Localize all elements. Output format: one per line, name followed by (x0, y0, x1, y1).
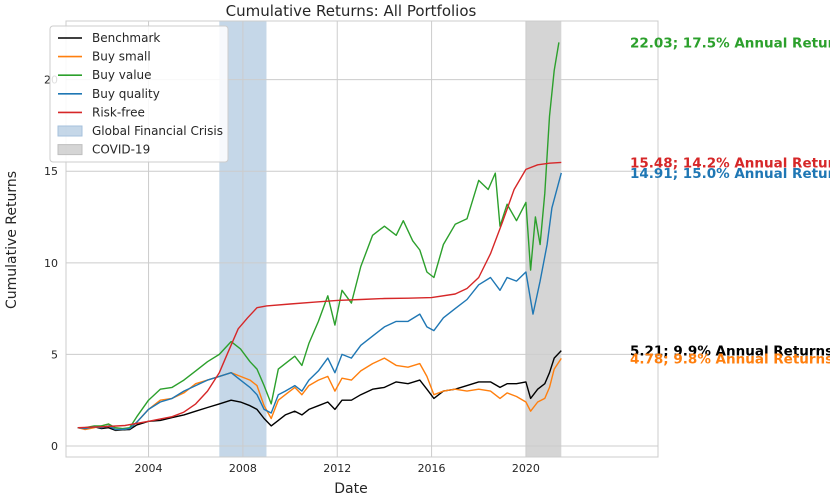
y-axis-label: Cumulative Returns (4, 171, 20, 309)
legend-label-buy-quality: Buy quality (92, 87, 160, 101)
y-tick-label: 5 (51, 348, 58, 361)
x-axis-label: Date (334, 481, 367, 497)
y-tick-label: 10 (44, 257, 58, 270)
legend-label-covid-19: COVID-19 (92, 143, 150, 157)
legend-label-risk-free: Risk-free (92, 105, 145, 119)
x-tick-label: 2004 (135, 462, 163, 475)
legend-swatch-global-financial-crisis (57, 125, 83, 137)
x-tick-label: 2008 (229, 462, 257, 475)
x-tick-label: 2016 (418, 462, 446, 475)
end-annotation-buy-value: 22.03; 17.5% Annual Returns (630, 35, 830, 51)
legend-label-buy-small: Buy small (92, 50, 151, 64)
series-line-risk-free (77, 161, 562, 429)
legend-swatch-covid-19 (57, 144, 83, 156)
end-annotation-risk-free: 15.48; 14.2% Annual Returns (630, 155, 830, 171)
y-tick-label: 0 (51, 440, 58, 453)
series-line-buy-value (77, 42, 560, 430)
plot-frame (65, 20, 659, 458)
series-line-buy-quality (77, 172, 562, 431)
legend-label-buy-value: Buy value (92, 68, 152, 82)
chart-title: Cumulative Returns: All Portfolios (226, 2, 477, 20)
legend: Benchmark Buy small Buy value Buy quality Ri… (49, 25, 229, 163)
x-tick-label: 2020 (512, 462, 540, 475)
y-tick-label: 15 (44, 165, 58, 178)
legend-label-benchmark: Benchmark (92, 31, 160, 45)
shaded-region-covid (525, 21, 562, 457)
legend-label-global-financial-crisis: Global Financial Crisis (92, 124, 223, 138)
x-tick-label: 2012 (323, 462, 351, 475)
end-annotation-buy-quality: 14.91; 15.0% Annual Returns (630, 166, 830, 182)
end-annotation-benchmark: 5.21; 9.9% Annual Returns (630, 344, 830, 360)
legend-box (49, 25, 229, 163)
end-annotation-buy-small: 4.78; 9.8% Annual Returns (630, 351, 830, 367)
